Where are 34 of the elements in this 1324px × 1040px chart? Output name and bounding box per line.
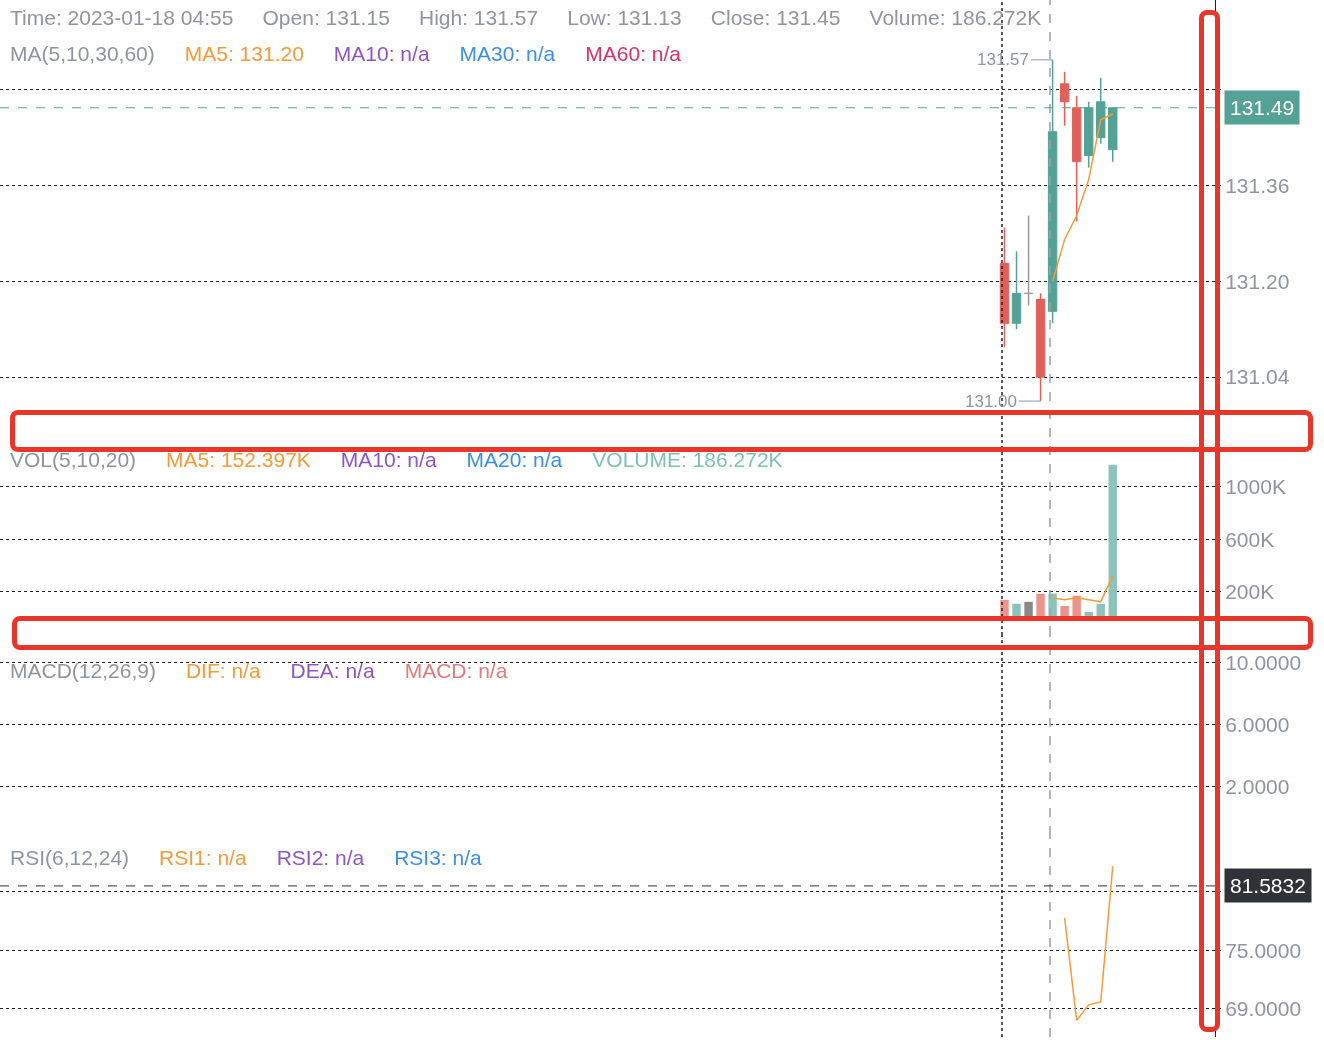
y-tick-label: 6.0000 xyxy=(1225,713,1290,737)
y-tick-label: 75.0000 xyxy=(1225,938,1302,962)
text: MACD(12,26,9) xyxy=(10,659,156,682)
annotation: 131.00 xyxy=(965,392,1017,411)
y-tick-label: 131.20 xyxy=(1225,269,1290,293)
text: MA5: 152.397K xyxy=(166,448,311,471)
y-tick-label: 2.0000 xyxy=(1225,775,1290,799)
text: MA5: 131.20 xyxy=(184,42,304,65)
chart-title: Time: 2023-01-18 04:55 Open: 131.15 High: 131.57 Low: 131.13 Close: 131.45 Volume: 186.272K xyxy=(10,6,1042,29)
text: MA(5,10,30,60) xyxy=(10,42,155,65)
y-tick-label: 131.36 xyxy=(1225,173,1290,197)
y-tick-label: 131.04 xyxy=(1225,365,1290,389)
text: RSI(6,12,24) xyxy=(10,846,130,869)
text: VOLUME: 186.272K xyxy=(592,448,783,471)
ref-line-label: 81.5832 xyxy=(1230,874,1306,897)
y-tick-label: 600K xyxy=(1225,527,1275,551)
ref-line-label: 131.49 xyxy=(1230,96,1295,119)
annotation: 131.57 xyxy=(977,50,1029,69)
legend-label: RSI3: n/a xyxy=(394,846,482,869)
legend-label: DEA: n/a xyxy=(290,659,375,682)
legend-label: DIF: n/a xyxy=(185,659,261,682)
legend-label: MACD: n/a xyxy=(404,659,508,682)
legend-label: MA10: n/a xyxy=(340,448,437,471)
text: RSI1: n/a xyxy=(159,846,247,869)
y-tick-label: 10.0000 xyxy=(1225,651,1302,675)
y-tick-label: 69.0000 xyxy=(1225,997,1302,1021)
legend-label: MA20: n/a xyxy=(466,448,563,471)
legend-label: RSI2: n/a xyxy=(276,846,365,869)
legend-label: MA30: n/a xyxy=(459,42,556,65)
text: VOL(5,10,20) xyxy=(10,448,137,471)
y-tick-label: 200K xyxy=(1225,580,1275,604)
legend-label: MA10: n/a xyxy=(333,42,430,65)
legend-label: MA60: n/a xyxy=(585,42,682,65)
y-tick-label: 1000K xyxy=(1225,475,1286,499)
